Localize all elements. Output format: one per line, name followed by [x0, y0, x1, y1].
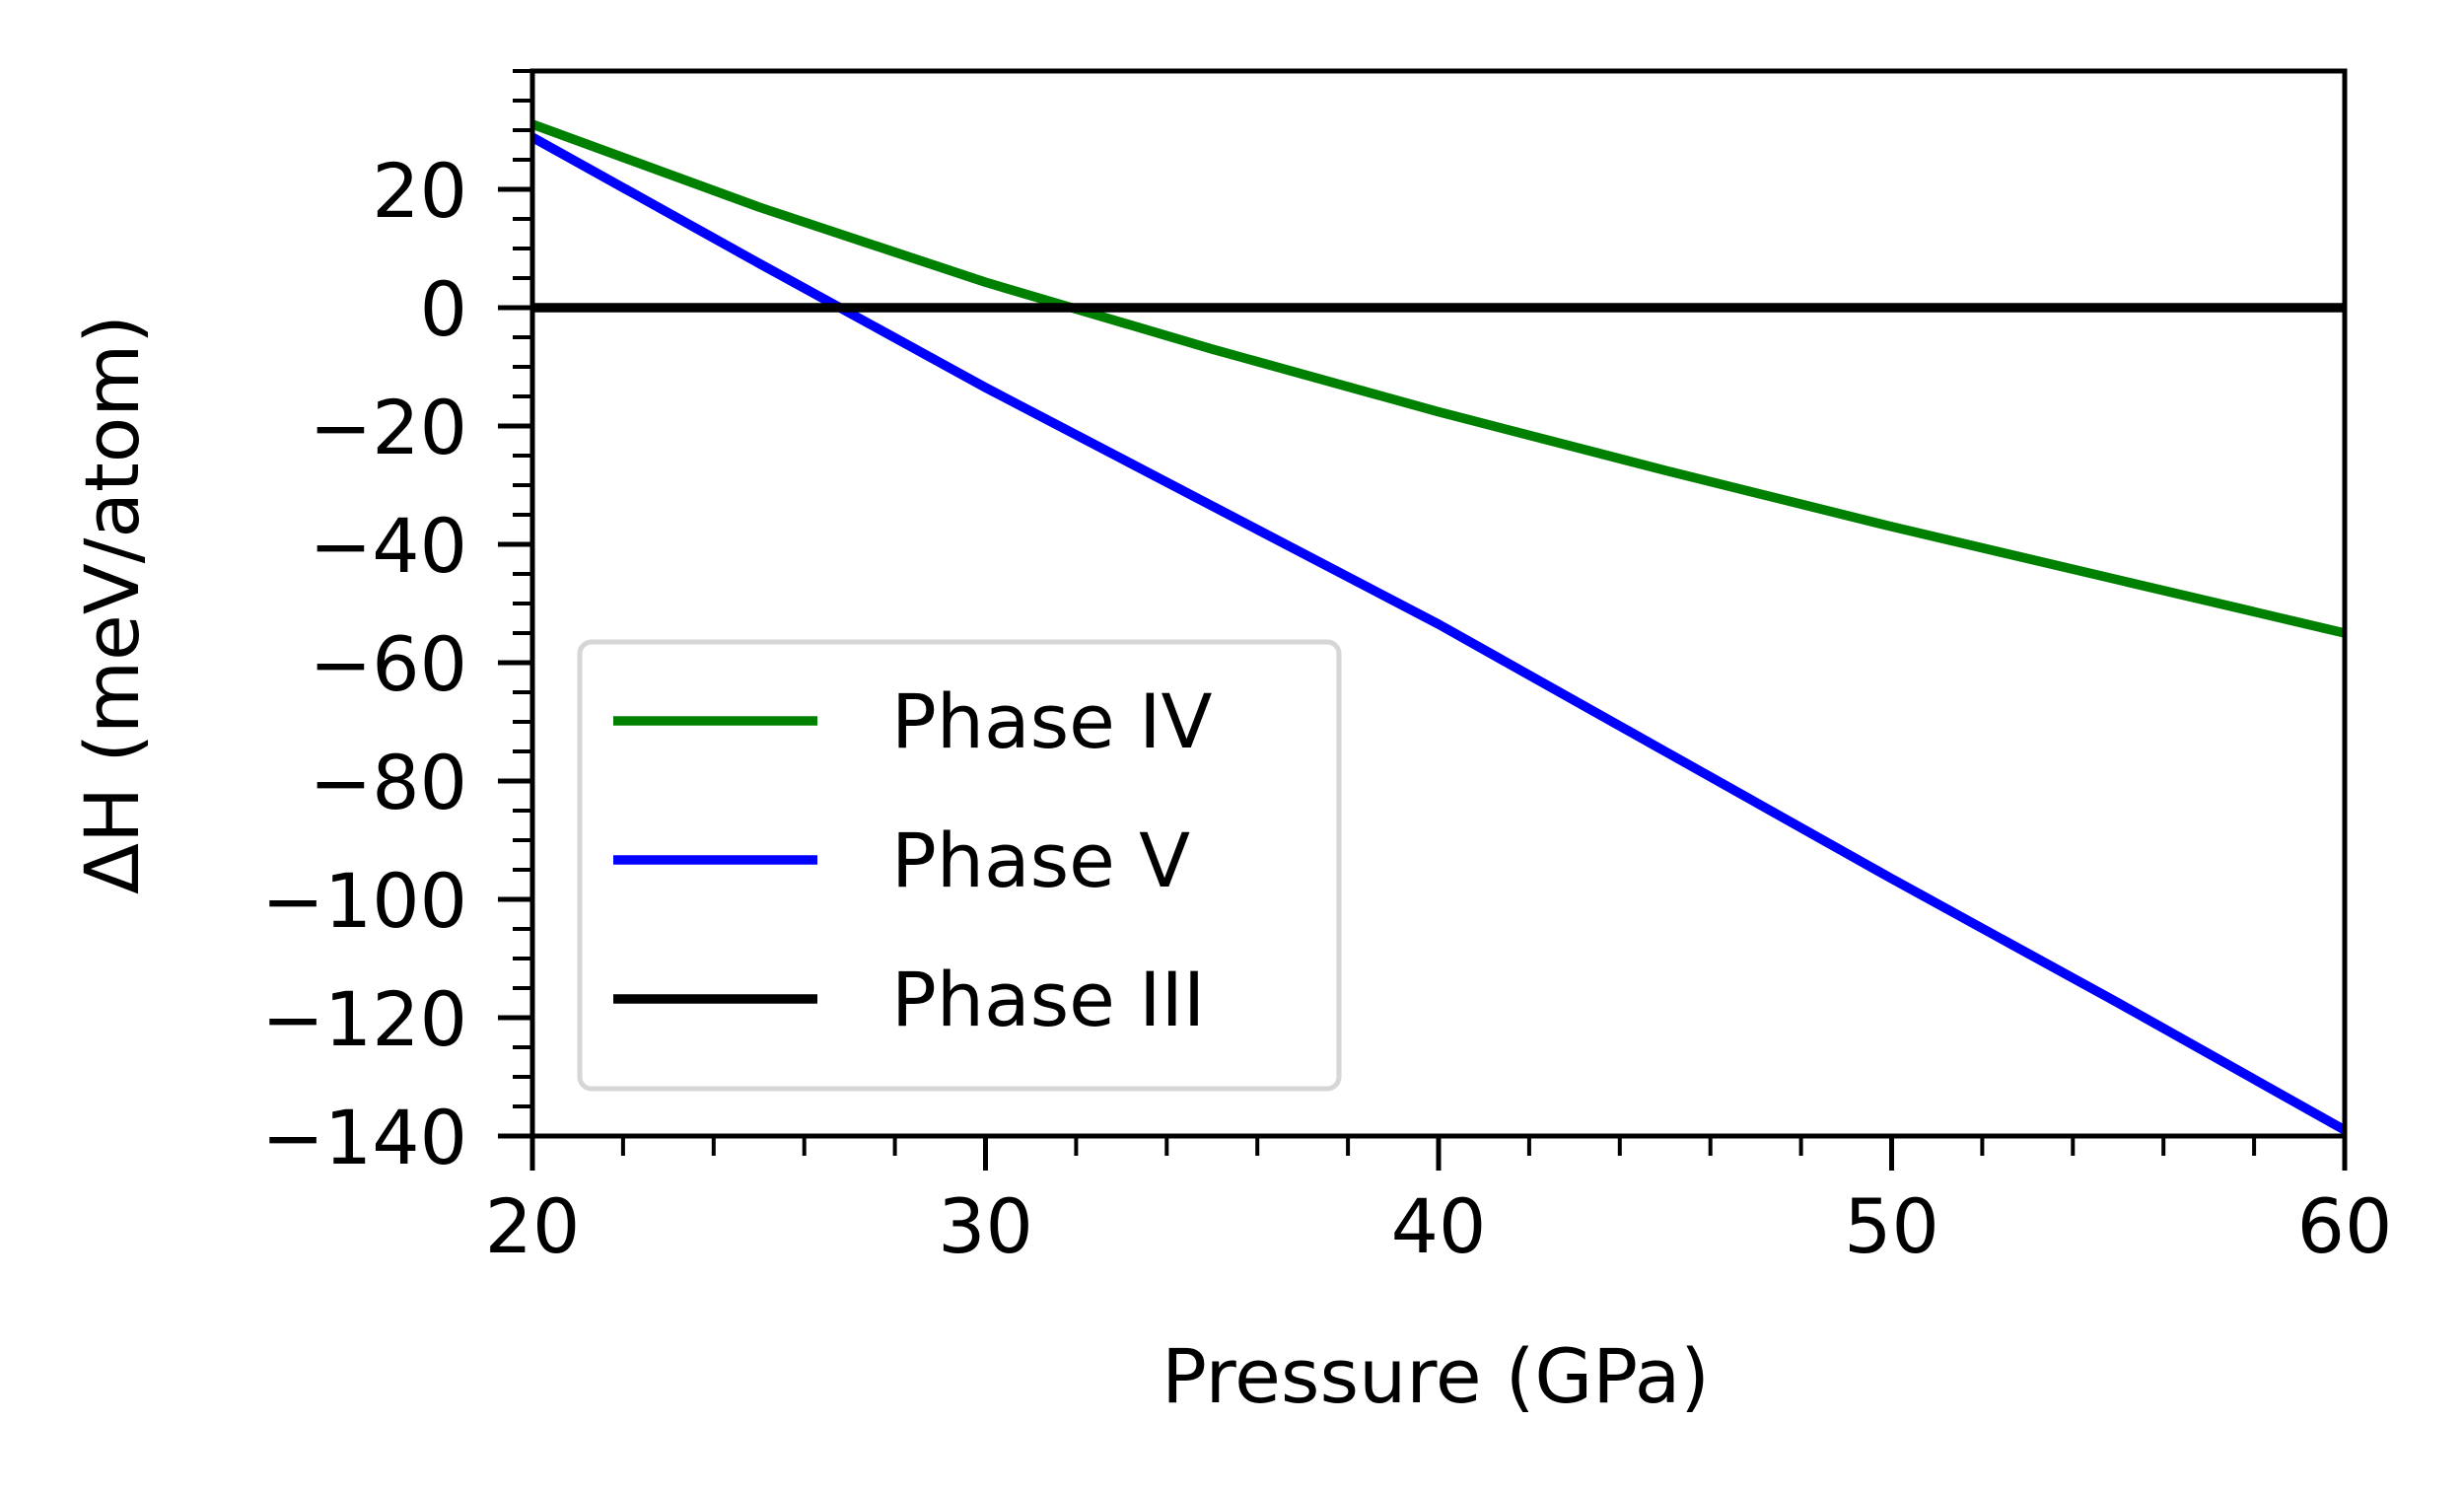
- x-tick-label: 60: [2297, 1182, 2393, 1270]
- y-tick-label: −60: [310, 620, 467, 708]
- x-tick-label: 40: [1391, 1182, 1487, 1270]
- y-tick-label: −20: [310, 384, 467, 471]
- legend: Phase IV Phase V Phase III: [577, 639, 1342, 1092]
- legend-box: [577, 639, 1342, 1092]
- y-tick-label: −120: [261, 975, 467, 1063]
- y-tick-label: 20: [372, 147, 467, 235]
- y-tick-label: −100: [261, 857, 467, 945]
- legend-label: Phase III: [891, 956, 1205, 1043]
- tick-layer: 20 30 40 50 60 −140 −120 −100 −80 −60 −40 −20 0 20: [261, 69, 2393, 1270]
- y-tick-label: 0: [420, 265, 467, 353]
- y-tick-label: −140: [261, 1094, 467, 1181]
- y-tick-label: −40: [310, 502, 467, 590]
- series-line-phase-iv: [532, 119, 2345, 638]
- x-tick-label: 50: [1844, 1182, 1939, 1270]
- y-axis-label: ΔH (meV/atom): [68, 315, 156, 894]
- x-axis-label: Pressure (GPa): [1162, 1332, 1710, 1420]
- legend-label: Phase V: [891, 817, 1190, 904]
- series-layer: [532, 119, 2345, 1135]
- x-tick-label: 30: [938, 1182, 1033, 1270]
- x-tick-label: 20: [485, 1182, 581, 1270]
- legend-label: Phase IV: [891, 677, 1213, 765]
- y-tick-label: −80: [310, 739, 467, 826]
